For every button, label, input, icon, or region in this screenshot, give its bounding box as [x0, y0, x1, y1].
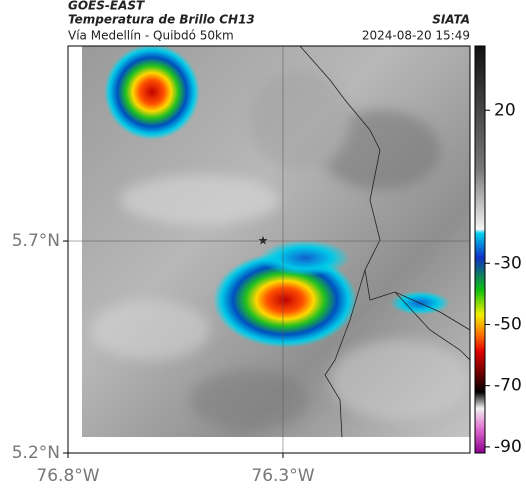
colorbar-tick-label: -90	[494, 437, 522, 457]
map: ★	[67, 45, 471, 454]
source: SIATA	[432, 13, 470, 27]
marker: ★	[258, 234, 269, 248]
texture	[90, 70, 470, 430]
subtitle: Temperatura de Brillo CH13	[68, 13, 255, 27]
title: GOES-EAST	[68, 0, 145, 13]
y-tick-label: 5.7°N	[12, 231, 60, 251]
boundary	[299, 46, 470, 331]
place: Vía Medellín - Quibdó 50km	[68, 29, 234, 43]
river	[394, 291, 470, 361]
cloud-cell	[104, 46, 200, 140]
colorbar-tick-label: -50	[494, 314, 522, 334]
frame	[67, 45, 471, 454]
cloud-cell	[260, 240, 350, 276]
datetime: 2024-08-20 15:49	[362, 29, 470, 43]
x-tick-label: 76.3°W	[251, 466, 314, 486]
y-tick-label: 5.2°N	[12, 443, 60, 463]
colorbar-tick-label: -70	[494, 376, 522, 396]
x-tick-label: 76.8°W	[36, 466, 99, 486]
colorbar-tick-label: -30	[494, 253, 522, 273]
colorbar-tick-label: 20	[494, 100, 516, 120]
boundary	[324, 269, 366, 437]
imagery: ★	[82, 46, 470, 437]
cloud-cell	[213, 252, 357, 348]
colorbar	[474, 45, 486, 454]
